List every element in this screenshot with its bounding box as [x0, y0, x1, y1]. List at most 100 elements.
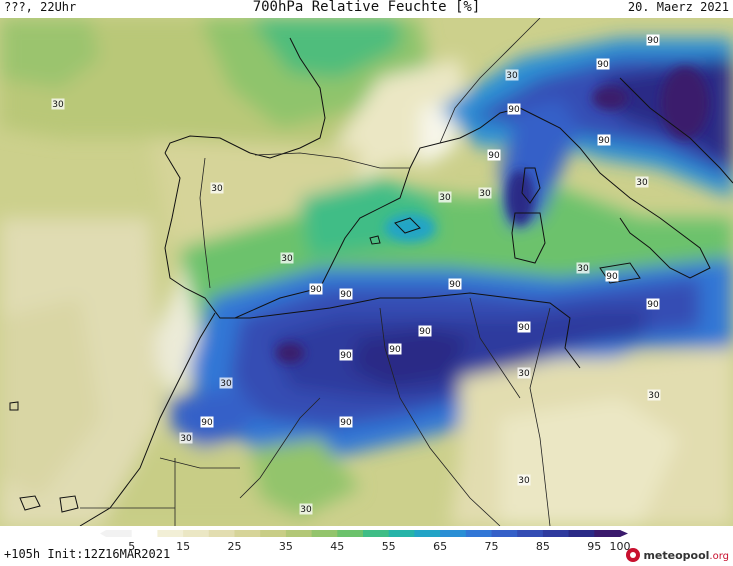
meteopool-logo-icon: [626, 548, 641, 562]
colorbar-max-arrow: [620, 530, 628, 537]
contour-label: 90: [597, 134, 611, 146]
colorbar-bin: [234, 530, 261, 537]
svg-text:90: 90: [597, 60, 609, 70]
colorbar-canvas: 5 15 25 35 45 55 65 75 85 95 100: [100, 530, 631, 553]
colorbar: 5 15 25 35 45 55 65 75 85 95 100: [100, 528, 630, 562]
humidity-map: 30 30 30 30 30 30 30 30 30 30 30 30 30 30 90 90 90 90 90 90…: [0, 18, 733, 526]
svg-text:90: 90: [389, 345, 401, 355]
colorbar-bin: [414, 530, 441, 537]
contour-label: 90: [309, 283, 323, 295]
colorbar-tick-label: 5: [128, 540, 135, 553]
contour-label: 90: [507, 103, 521, 115]
svg-text:30: 30: [439, 193, 451, 203]
colorbar-bin: [388, 530, 415, 537]
contour-label: 90: [388, 343, 402, 355]
contour-label: 90: [339, 349, 353, 361]
svg-text:30: 30: [211, 184, 223, 194]
svg-text:90: 90: [606, 272, 618, 282]
contour-label: 90: [487, 149, 501, 161]
colorbar-bin: [106, 530, 133, 537]
colorbar-bin: [594, 530, 621, 537]
header: ???, 22Uhr 700hPa Relative Feuchte [%] 2…: [0, 0, 733, 18]
colorbar-tick-label: 75: [485, 540, 499, 553]
contour-label: 90: [517, 321, 531, 333]
svg-text:90: 90: [201, 418, 213, 428]
svg-text:30: 30: [479, 189, 491, 199]
svg-text:90: 90: [310, 285, 322, 295]
colorbar-tick-label: 95: [587, 540, 601, 553]
contour-label: 30: [635, 176, 649, 188]
contour-label: 30: [280, 252, 294, 264]
svg-text:90: 90: [340, 418, 352, 428]
contour-label: 30: [478, 187, 492, 199]
contour-label: 90: [646, 298, 660, 310]
svg-text:90: 90: [518, 323, 530, 333]
colorbar-min-arrow: [100, 530, 106, 537]
svg-text:90: 90: [340, 290, 352, 300]
contour-label: 30: [517, 474, 531, 486]
svg-text:30: 30: [180, 434, 192, 444]
contour-label: 90: [605, 270, 619, 282]
map-title: 700hPa Relative Feuchte [%]: [252, 0, 481, 15]
svg-text:30: 30: [52, 100, 64, 110]
contour-label: 30: [576, 262, 590, 274]
colorbar-tick-label: 25: [228, 540, 242, 553]
svg-text:90: 90: [598, 136, 610, 146]
colorbar-bin: [260, 530, 287, 537]
svg-text:90: 90: [508, 105, 520, 115]
colorbar-tick-label: 100: [610, 540, 631, 553]
meteopool-logo-text: meteopool.org: [643, 548, 729, 562]
colorbar-tick-label: 85: [536, 540, 550, 553]
contour-label: 30: [505, 69, 519, 81]
svg-text:30: 30: [636, 178, 648, 188]
colorbar-bin: [517, 530, 544, 537]
contour-label: 30: [210, 182, 224, 194]
colorbar-bin: [183, 530, 210, 537]
svg-text:90: 90: [419, 327, 431, 337]
svg-text:90: 90: [449, 280, 461, 290]
contour-label: 90: [200, 416, 214, 428]
colorbar-bin: [568, 530, 595, 537]
svg-text:90: 90: [647, 300, 659, 310]
country-borders: [80, 18, 551, 526]
contour-label: 90: [418, 325, 432, 337]
colorbar-bin: [363, 530, 390, 537]
contour-label: 30: [299, 503, 313, 515]
meteopool-logo[interactable]: meteopool.org: [626, 546, 729, 564]
svg-text:30: 30: [281, 254, 293, 264]
colorbar-bin: [311, 530, 338, 537]
svg-text:30: 30: [518, 369, 530, 379]
contour-label: 90: [339, 288, 353, 300]
contour-label: 90: [596, 58, 610, 70]
contour-label: 30: [179, 432, 193, 444]
svg-text:90: 90: [340, 351, 352, 361]
contour-label: 90: [339, 416, 353, 428]
contour-label: 90: [646, 34, 660, 46]
colorbar-bin: [440, 530, 467, 537]
contour-labels: 30 30 30 30 30 30 30 30 30 30 30 30 30 30 90 90 90 90 90 90…: [51, 34, 661, 515]
forecast-run-info: +105h Init:12Z16MAR2021: [4, 547, 171, 561]
svg-text:30: 30: [577, 264, 589, 274]
colorbar-bin: [542, 530, 570, 537]
colorbar-bin: [131, 530, 158, 537]
svg-text:30: 30: [300, 505, 312, 515]
svg-text:30: 30: [648, 391, 660, 401]
colorbar-bin: [491, 530, 518, 537]
colorbar-bin: [157, 530, 184, 537]
valid-day-time: ???, 22Uhr: [4, 0, 77, 14]
svg-text:30: 30: [518, 476, 530, 486]
svg-text:90: 90: [647, 36, 659, 46]
contour-label: 30: [517, 367, 531, 379]
contour-label: 30: [647, 389, 661, 401]
contour-label: 90: [448, 278, 462, 290]
colorbar-bin: [208, 530, 235, 537]
svg-text:90: 90: [488, 151, 500, 161]
svg-text:30: 30: [506, 71, 518, 81]
colorbar-tick-label: 35: [279, 540, 293, 553]
colorbar-tick-label: 15: [176, 540, 190, 553]
colorbar-tick-label: 55: [382, 540, 396, 553]
colorbar-bin: [285, 530, 313, 537]
colorbar-tick-label: 65: [433, 540, 447, 553]
valid-date: 20. Maerz 2021: [627, 0, 729, 14]
colorbar-tick-label: 45: [330, 540, 344, 553]
